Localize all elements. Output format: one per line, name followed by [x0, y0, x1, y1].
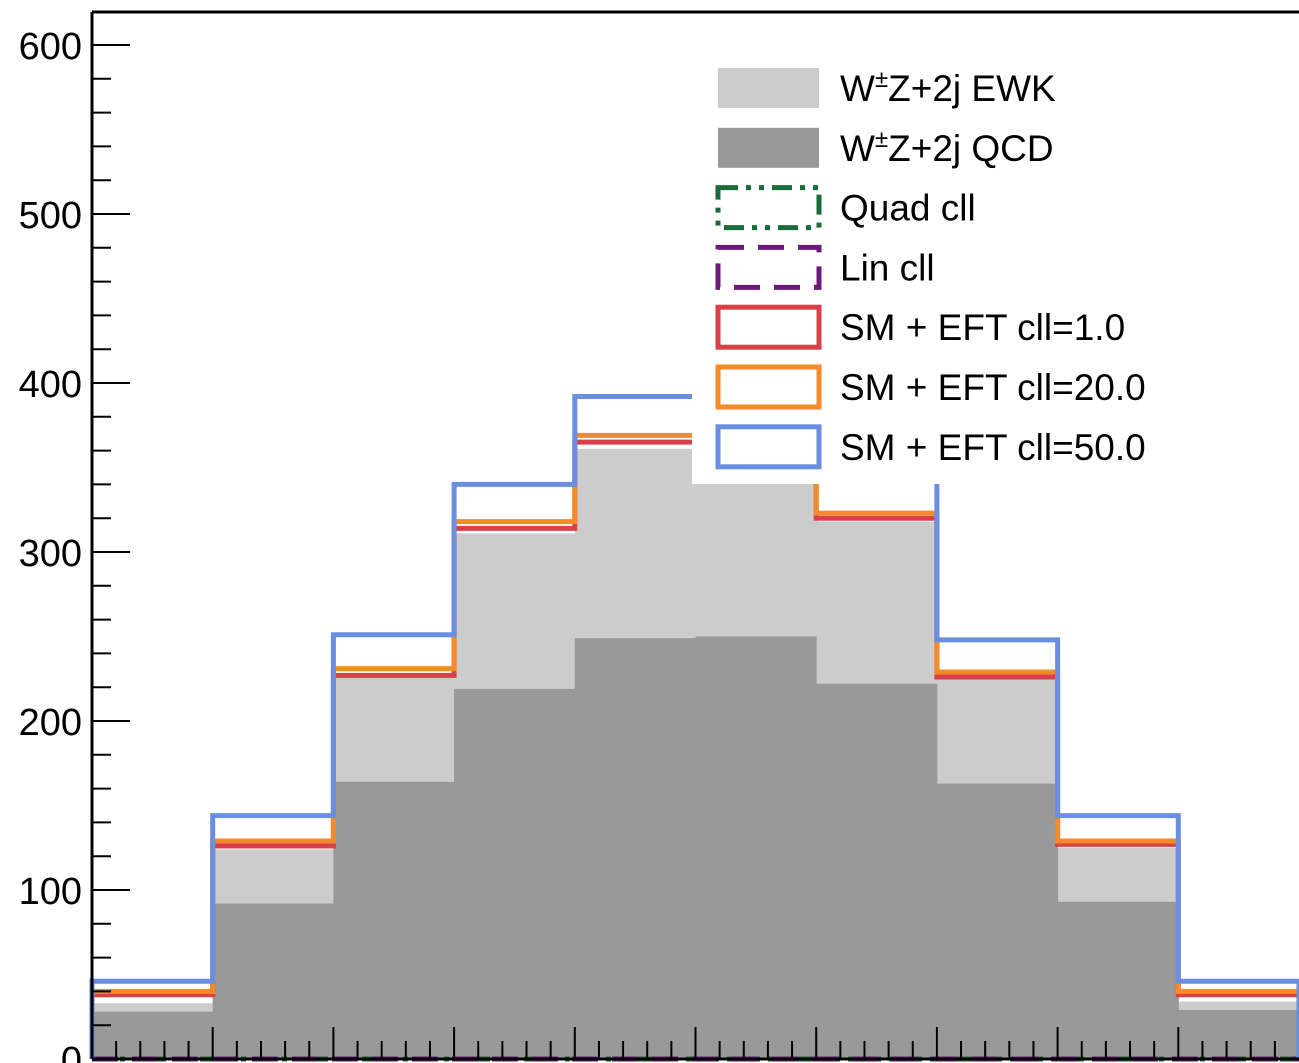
legend: W±Z+2j EWK W±Z+2j QCD Quad cll Lin cll SM + …	[692, 56, 1299, 484]
legend-item-w-z-2j-ewk: W±Z+2j EWK	[718, 66, 1056, 109]
legend-label: W±Z+2j QCD	[840, 126, 1054, 169]
bar-w-z-2j-qcd-bin-7	[816, 683, 938, 1059]
bar-w-z-2j-qcd-bin-4	[454, 688, 576, 1059]
legend-swatch	[715, 364, 822, 410]
legend-item-sm-eft-cll-50-0: SM + EFT cll=50.0	[715, 424, 1146, 470]
legend-item-sm-eft-cll-20-0: SM + EFT cll=20.0	[715, 364, 1146, 410]
y-tick-label: 500	[19, 195, 82, 237]
legend-label: Quad cll	[840, 188, 976, 229]
stacked-fills	[92, 448, 1299, 1060]
legend-swatch	[715, 185, 822, 231]
legend-label: Lin cll	[840, 247, 935, 288]
y-tick-label: 200	[19, 702, 82, 744]
y-tick-label: 0	[61, 1040, 82, 1063]
legend-item-w-z-2j-qcd: W±Z+2j QCD	[718, 126, 1054, 169]
legend-swatch	[715, 304, 822, 350]
y-tick-label: 600	[19, 26, 82, 68]
legend-background	[692, 56, 1299, 484]
axis-ticks: 0 100 200 300 400 500 600	[19, 26, 1276, 1063]
bar-w-z-2j-qcd-bin-9	[1057, 901, 1179, 1059]
legend-item-sm-eft-cll-1-0: SM + EFT cll=1.0	[715, 304, 1125, 350]
legend-swatch	[718, 68, 819, 108]
bar-w-z-2j-qcd-bin-6	[695, 636, 817, 1059]
y-tick-label: 100	[19, 871, 82, 913]
legend-label: W±Z+2j EWK	[840, 66, 1056, 109]
bar-w-z-2j-qcd-bin-8	[936, 783, 1059, 1059]
legend-label: SM + EFT cll=1.0	[840, 307, 1125, 348]
legend-swatch	[715, 244, 822, 290]
legend-swatch	[718, 127, 819, 168]
bar-w-z-2j-qcd-bin-3	[333, 781, 455, 1059]
legend-item-lin-cll: Lin cll	[715, 244, 935, 290]
bar-w-z-2j-qcd-bin-2	[212, 903, 334, 1059]
bar-w-z-2j-qcd-bin-5	[574, 638, 696, 1059]
y-tick-label: 300	[19, 533, 82, 575]
y-tick-label: 400	[19, 364, 82, 406]
legend-label: SM + EFT cll=20.0	[840, 367, 1146, 408]
legend-label: SM + EFT cll=50.0	[840, 427, 1146, 468]
legend-swatch	[715, 424, 822, 470]
legend-item-quad-cll: Quad cll	[715, 185, 976, 231]
bar-w-z-2j-qcd-bin-1	[92, 1011, 214, 1059]
bar-w-z-2j-qcd-bin-10	[1178, 1009, 1299, 1059]
